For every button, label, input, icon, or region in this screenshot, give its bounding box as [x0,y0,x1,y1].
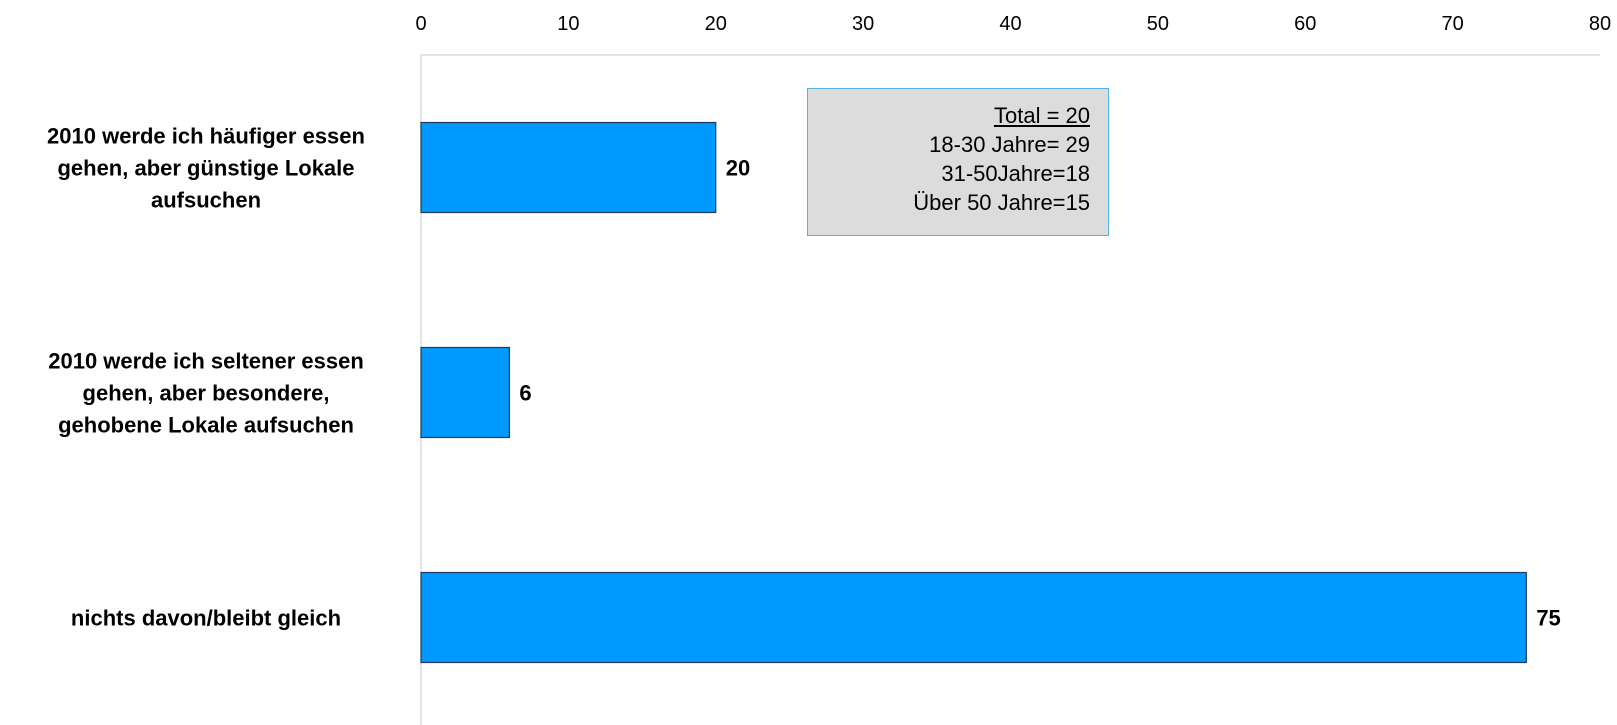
category-label: aufsuchen [151,188,261,213]
x-tick-label: 10 [557,13,579,35]
x-tick-label: 40 [999,13,1021,35]
category-label: nichts davon/bleibt gleich [71,606,341,631]
category-label: gehen, aber besondere, [83,381,330,406]
x-tick-label: 70 [1442,13,1464,35]
x-tick-label: 60 [1294,13,1316,35]
category-label: 2010 werde ich häufiger essen [47,124,365,149]
data-label: 20 [726,156,750,181]
bar [420,121,717,214]
x-tick-label: 50 [1147,13,1169,35]
bar [420,346,511,439]
data-label: 75 [1536,606,1560,631]
x-tick-label: 0 [415,13,426,35]
annotation-total: Total = 20 [993,103,1090,128]
x-tick-label: 20 [705,13,727,35]
category-label: gehobene Lokale aufsuchen [58,413,354,438]
data-label: 6 [519,381,531,406]
annotation-box: Total = 20 18-30 Jahre= 29 31-50Jahre=18… [807,88,1109,236]
bar [420,571,1527,664]
x-tick-label: 30 [852,13,874,35]
category-label: gehen, aber günstige Lokale [57,156,354,181]
annotation-18-30: 18-30 Jahre= 29 [929,132,1090,157]
annotation-over-50: Über 50 Jahre=15 [913,190,1090,215]
annotation-31-50: 31-50Jahre=18 [941,161,1090,186]
category-label: 2010 werde ich seltener essen [48,349,364,374]
x-tick-label: 80 [1589,13,1611,35]
